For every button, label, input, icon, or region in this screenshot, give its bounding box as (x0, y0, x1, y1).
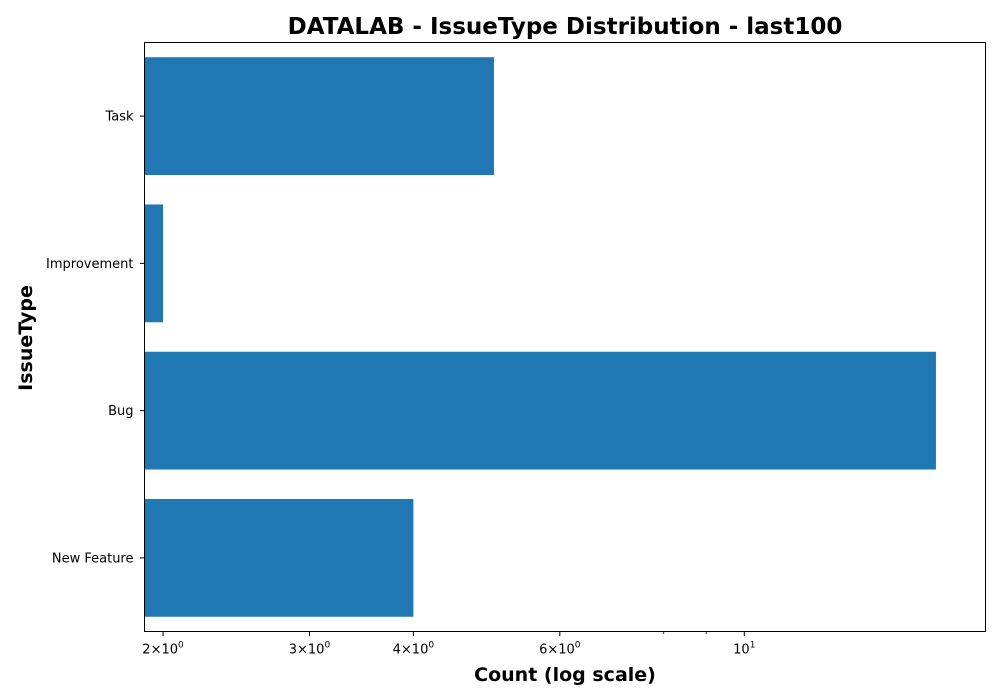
y-tick-label: Task (104, 110, 134, 125)
x-tick-label: 4×100 (393, 641, 435, 658)
y-axis: New Feature Bug Improvement Task (46, 110, 145, 566)
y-axis-label: IssueType (15, 285, 37, 391)
x-tick-label: 101 (733, 641, 755, 658)
chart-title: DATALAB - IssueType Distribution - last1… (288, 14, 843, 40)
bars-layer (144, 57, 936, 617)
y-tick-label: Improvement (46, 257, 133, 272)
bar-new-feature (144, 498, 414, 617)
y-tick-label: New Feature (52, 551, 134, 566)
x-tick-label: 6×100 (539, 641, 581, 658)
bar-improvement (144, 204, 164, 323)
x-axis: 2×100 3×100 4×100 6×100 101 (142, 631, 755, 658)
y-tick-label: Bug (108, 404, 133, 419)
x-tick-label: 2×100 (142, 641, 184, 658)
bar-bug (144, 351, 936, 470)
x-tick-label: 3×100 (289, 641, 331, 658)
bar-task (144, 57, 494, 176)
x-axis-label: Count (log scale) (474, 664, 656, 686)
plot-area (144, 42, 986, 632)
